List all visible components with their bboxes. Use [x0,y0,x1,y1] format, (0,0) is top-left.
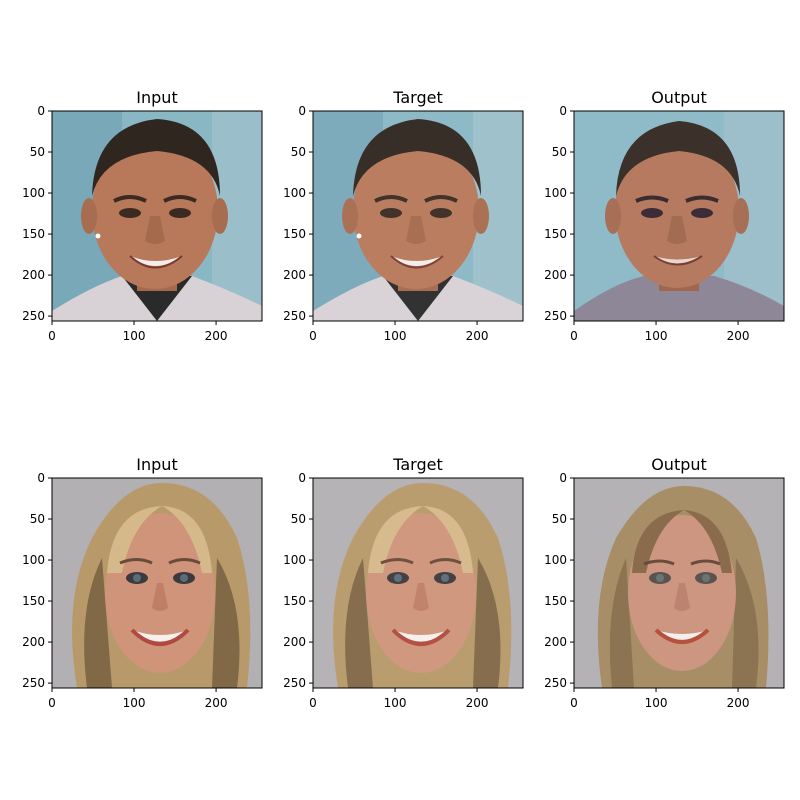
y-tick-label: 200 [544,635,567,649]
y-tick-label: 0 [37,471,45,485]
x-tick-label: 0 [48,329,56,343]
panel-title: Output [651,455,707,474]
x-tick-label: 0 [309,329,317,343]
axes-frame [573,110,785,322]
x-tick-label: 200 [205,329,228,343]
x-tick-label: 100 [123,696,146,710]
man-face-target-image [313,111,523,321]
x-tick-label: 200 [466,329,489,343]
panel-title: Target [392,455,443,474]
y-tick-label: 100 [22,186,45,200]
x-tick-label: 200 [205,696,228,710]
x-tick-label: 100 [384,696,407,710]
panel-woman-face-target: Target 0 100 200 0 50 100 150 200 250 [283,455,524,710]
y-tick-label: 250 [283,676,306,690]
y-tick-label: 100 [283,553,306,567]
panel-woman-face-input: Input 0 100 200 0 50 100 150 200 250 [22,455,263,710]
y-tick-label: 0 [37,104,45,118]
y-tick-label: 0 [559,104,567,118]
x-tick-label: 0 [48,696,56,710]
y-tick-label: 200 [544,268,567,282]
panel-title: Input [136,88,177,107]
y-tick-label: 50 [30,512,45,526]
panel-man-face-output: Output 0 100 200 0 50 100 150 200 250 [544,88,785,343]
x-tick-label: 0 [309,696,317,710]
y-tick-label: 200 [283,268,306,282]
y-tick-label: 200 [22,635,45,649]
panel-man-face-target: Target 0 100 200 0 50 100 150 200 250 [283,88,524,343]
panel-woman-face-output: Output 0 100 200 0 50 100 150 200 250 [544,455,785,710]
x-tick-label: 0 [570,329,578,343]
x-tick-label: 200 [466,696,489,710]
x-tick-label: 100 [123,329,146,343]
man-face-output-image [574,111,784,321]
panel-title: Output [651,88,707,107]
axes-frame [573,477,785,689]
y-tick-label: 100 [22,553,45,567]
x-tick-label: 200 [727,696,750,710]
panel-title: Input [136,455,177,474]
x-tick-label: 100 [645,329,668,343]
y-tick-label: 100 [544,186,567,200]
y-tick-label: 50 [30,145,45,159]
y-tick-label: 150 [22,594,45,608]
panel-title: Target [392,88,443,107]
woman-face-input-image [52,478,262,688]
y-tick-label: 50 [291,145,306,159]
y-tick-label: 150 [283,227,306,241]
x-tick-label: 200 [727,329,750,343]
x-tick-label: 100 [645,696,668,710]
axes-frame [312,110,524,322]
y-tick-label: 0 [559,471,567,485]
panel-man-face-input: Input 0 100 200 0 50 100 150 200 250 [22,88,263,343]
y-tick-label: 150 [283,594,306,608]
y-tick-label: 50 [291,512,306,526]
y-tick-label: 250 [544,676,567,690]
woman-face-output-image [574,478,784,688]
y-tick-label: 150 [544,227,567,241]
y-tick-label: 250 [22,309,45,323]
axes-frame [312,477,524,689]
y-tick-label: 50 [552,512,567,526]
y-tick-label: 200 [22,268,45,282]
y-tick-label: 250 [544,309,567,323]
y-tick-label: 250 [22,676,45,690]
axes-frame [51,110,263,322]
y-tick-label: 200 [283,635,306,649]
man-face-input-image [52,111,262,321]
y-tick-label: 100 [544,553,567,567]
x-tick-label: 0 [570,696,578,710]
y-tick-label: 150 [22,227,45,241]
x-tick-label: 100 [384,329,407,343]
y-tick-label: 100 [283,186,306,200]
y-tick-label: 250 [283,309,306,323]
y-tick-label: 0 [298,471,306,485]
axes-frame [51,477,263,689]
y-tick-label: 0 [298,104,306,118]
y-tick-label: 50 [552,145,567,159]
woman-face-target-image [313,478,523,688]
y-tick-label: 150 [544,594,567,608]
